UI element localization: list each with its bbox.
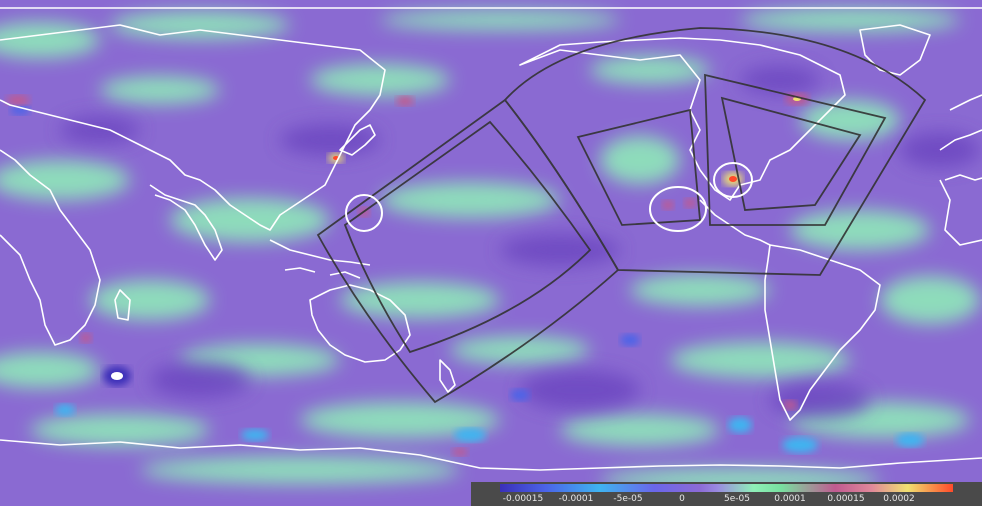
coastline-antarctica [0,439,982,471]
coastlines [0,7,982,471]
region-north-america-box [576,108,701,226]
highlight-circle-gulf [713,162,753,198]
region-north-atlantic-outer [503,27,927,276]
coastline-africa [0,149,982,346]
region-north-atlantic-box [704,73,887,226]
coastline-new-zealand [439,359,456,393]
colorbar-tick: 0.0001 [774,494,806,504]
region-north-atlantic-inner [720,96,862,211]
coastline-india [149,184,223,261]
colorbar-tick: -5e-05 [613,494,643,504]
coastline-japan [339,124,376,156]
colorbar-gradient [500,484,953,492]
coastline-eurasia [0,24,386,231]
coastline-central-america [699,199,771,246]
colorbar-tick: 0.00015 [827,494,865,504]
highlight-circle-west-pacific [345,194,383,232]
field-negative-anomalies [10,105,924,453]
region-pacific-inner [343,120,592,354]
colorbar-tick: -0.00015 [502,494,544,504]
coastline-north-america [519,37,846,201]
coastline-indonesia [269,239,371,279]
coastline-south-america [764,244,881,421]
coastline-europe [939,94,982,181]
coastline-australia [309,284,411,363]
highlight-circle-east-pacific [649,186,707,232]
region-outlines [316,27,927,404]
highlight-circles [345,162,753,232]
colorbar-tick: 0 [679,494,685,504]
colorbar-tick: -0.0001 [558,494,594,504]
coastline-greenland [859,24,931,76]
field-green-patches [0,8,980,492]
colorbar-tick: 0.0002 [883,494,915,504]
coastline-madagascar [114,289,131,321]
colorbar: -0.00015 -0.0001 -5e-05 0 5e-05 0.0001 0… [471,482,982,506]
colorbar-tick: 5e-05 [724,494,750,504]
